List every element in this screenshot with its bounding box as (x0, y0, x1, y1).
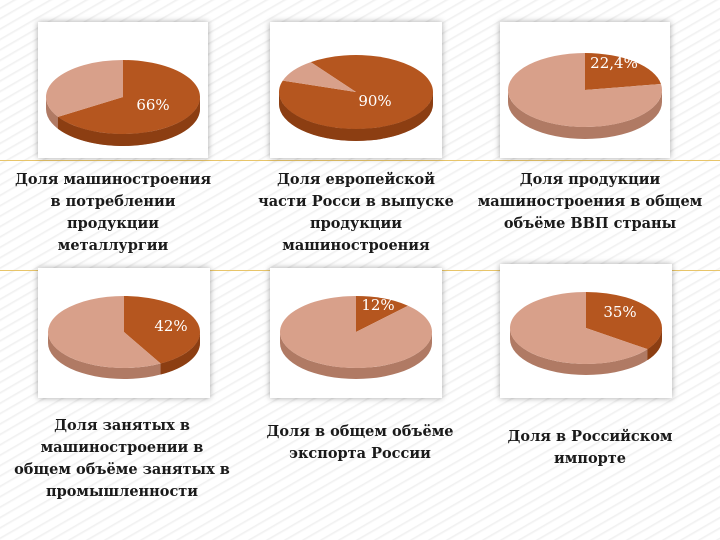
pie-slice-3-1 (585, 53, 661, 90)
caption-5: Доля в общем объёме экспорта России (266, 423, 454, 462)
pie-chart-1: 66% (46, 60, 200, 146)
pie-slice-5-2 (280, 296, 432, 368)
pie-side-3 (508, 90, 662, 139)
pie-side-dark-2 (279, 92, 433, 141)
divider-line-top (0, 160, 720, 161)
pie-chart-5: 12% (280, 296, 432, 379)
pie-side-5 (280, 332, 432, 379)
pie-slice-4-2 (48, 296, 161, 368)
pie-side-dark-4 (160, 332, 200, 375)
pie-slice-6-1 (586, 292, 662, 350)
pie-label-6: 35% (603, 303, 636, 321)
pie-slice-4-1 (124, 296, 200, 364)
pie-slice-5-1 (356, 296, 409, 332)
pie-panel-5: 12% (270, 268, 442, 398)
pie-label-5: 12% (361, 296, 394, 314)
caption-3: Доля продукции машиностроения в общем об… (477, 171, 703, 232)
pie-slice-1-2 (46, 60, 124, 117)
caption-1: Доля машиностроения в потреблении продук… (14, 171, 212, 254)
pie-side-6 (510, 328, 662, 375)
pie-slice-6-2 (510, 292, 648, 364)
pie-chart-2: 90% (279, 55, 433, 141)
caption-6: Доля в Российском импорте (507, 428, 673, 467)
pie-panel-3: 22,4% (500, 22, 670, 158)
pie-slice-3-2 (508, 53, 662, 127)
pie-side-dark-6 (647, 328, 662, 361)
caption-2: Доля европейской части Росси в выпуске п… (258, 171, 454, 254)
pie-panel-2: 90% (270, 22, 442, 158)
pie-panel-6: 35% (500, 264, 672, 398)
pie-chart-4: 42% (48, 296, 200, 379)
pie-label-4: 42% (154, 317, 187, 335)
pie-chart-6: 35% (510, 292, 662, 375)
pie-chart-3: 22,4% (508, 53, 662, 139)
caption-4: Доля занятых в машиностроении в общем об… (14, 417, 230, 500)
pie-label-1: 66% (136, 96, 169, 114)
pie-panel-4: 42% (38, 268, 210, 398)
pie-slice-1-1 (57, 60, 200, 134)
pie-slice-2-2 (282, 62, 356, 92)
pie-label-2: 90% (358, 92, 391, 110)
pie-panel-1: 66% (38, 22, 208, 158)
pie-label-3: 22,4% (590, 54, 638, 72)
pie-side-dark-1 (57, 97, 200, 146)
